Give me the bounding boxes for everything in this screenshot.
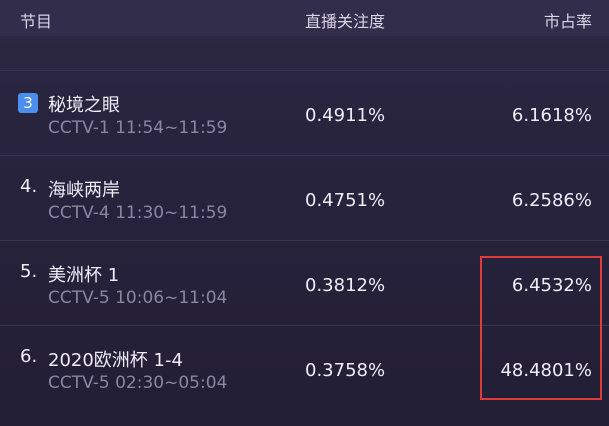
attention: 0.4751%: [305, 190, 386, 211]
highlight-box: [480, 256, 602, 400]
table-row[interactable]: 6. 2020欧洲杯 1-4 CCTV-5 02:30~05:04 0.3758% 48…: [0, 325, 609, 411]
market-share: 48.4801%: [500, 360, 592, 381]
program-name: 2020欧洲杯 1-4: [48, 350, 183, 371]
rank: 5.: [20, 261, 38, 282]
rank: 6.: [20, 346, 38, 367]
table-row[interactable]: 4. 海峡两岸 CCTV-4 11:30~11:59 0.4751% 6.2586%: [0, 155, 609, 241]
attention: 0.4911%: [305, 105, 386, 126]
column-header: 直播关注度: [305, 12, 386, 31]
market-share: 6.1618%: [511, 105, 592, 126]
table-header: 节目 直播关注度 市占率: [0, 0, 609, 36]
program-name: 美洲杯 1: [48, 265, 120, 286]
market-share: 6.4532%: [511, 275, 592, 296]
channel-time: CCTV-1 11:54~11:59: [48, 118, 228, 138]
channel-time: CCTV-5 02:30~05:04: [48, 373, 228, 393]
market-share: 6.2586%: [511, 190, 592, 211]
channel-time: CCTV-5 10:06~11:04: [48, 288, 228, 308]
attention: 0.3812%: [305, 275, 386, 296]
column-header: 市占率: [543, 12, 592, 31]
column-header: 节目: [20, 12, 53, 31]
program-name: 秘境之眼: [48, 95, 120, 116]
rank: 4.: [20, 176, 38, 197]
table-row[interactable]: 3 秘境之眼 CCTV-1 11:54~11:59 0.4911% 6.1618%: [0, 70, 609, 156]
rank: 3: [18, 93, 38, 113]
table-row[interactable]: 5. 美洲杯 1 CCTV-5 10:06~11:04 0.3812% 6.4532%: [0, 240, 609, 326]
attention: 0.3758%: [305, 360, 386, 381]
channel-time: CCTV-4 11:30~11:59: [48, 203, 228, 223]
program-name: 海峡两岸: [48, 180, 120, 201]
